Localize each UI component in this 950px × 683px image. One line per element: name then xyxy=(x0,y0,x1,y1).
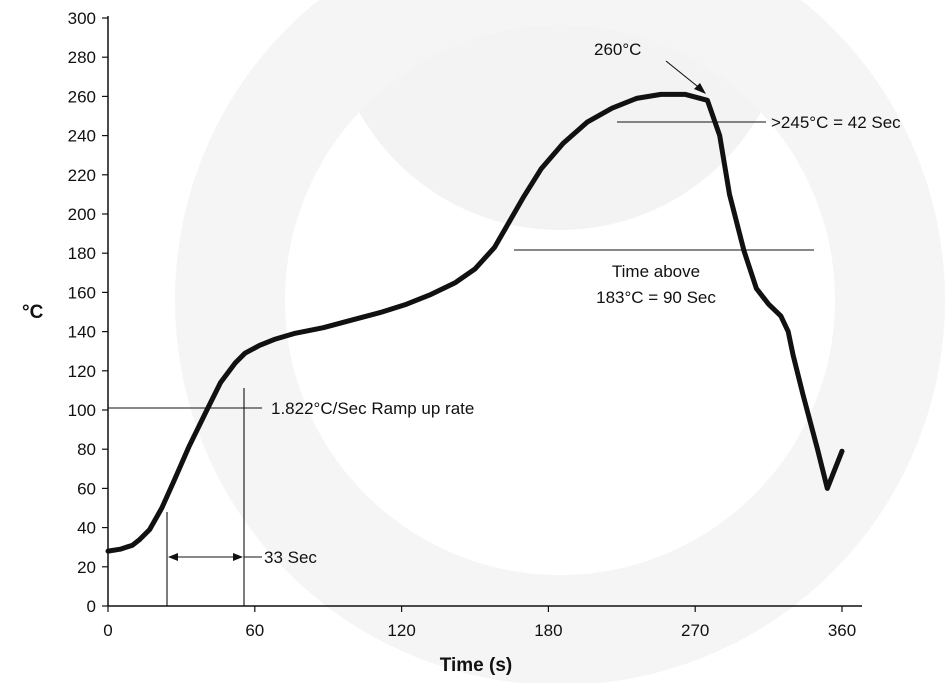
y-axis: 0 20 40 60 80 100 120 140 160 180 200 220 240 260 280 3… xyxy=(68,9,109,616)
y-tick-label: 160 xyxy=(68,283,96,302)
y-tick-label: 260 xyxy=(68,87,96,106)
x-tick-label: 120 xyxy=(387,621,415,640)
y-tick-label: 20 xyxy=(77,558,96,577)
x-tick-label: 60 xyxy=(245,621,264,640)
annotation-interval: 33 Sec xyxy=(264,548,317,567)
x-tick-label: 180 xyxy=(534,621,562,640)
interval-arrowhead-right xyxy=(233,553,243,561)
x-axis: 0 60 120 180 270 360 xyxy=(103,605,862,640)
x-tick-label: 0 xyxy=(103,621,112,640)
peak-pointer-arrowhead xyxy=(694,83,706,94)
annotation-ramp-rate: 1.822°C/Sec Ramp up rate xyxy=(271,399,474,418)
y-tick-label: 100 xyxy=(68,401,96,420)
x-tick-label: 360 xyxy=(828,621,856,640)
x-axis-title: Time (s) xyxy=(440,655,513,676)
y-axis-title: °C xyxy=(22,302,44,323)
y-tick-label: 240 xyxy=(68,127,96,146)
y-tick-label: 140 xyxy=(68,323,96,342)
peak-pointer-line xyxy=(665,60,703,91)
background-watermark xyxy=(175,0,945,683)
y-tick-label: 0 xyxy=(87,597,96,616)
y-tick-label: 200 xyxy=(68,205,96,224)
y-tick-label: 300 xyxy=(68,9,96,28)
annotation-guides xyxy=(108,60,814,606)
y-tick-label: 120 xyxy=(68,362,96,381)
y-tick-label: 80 xyxy=(77,440,96,459)
y-tick-label: 60 xyxy=(77,479,96,498)
annotation-above-245: >245°C = 42 Sec xyxy=(771,113,901,132)
y-tick-label: 180 xyxy=(68,244,96,263)
temperature-profile-line xyxy=(105,91,845,554)
annotation-time-above-line1: Time above xyxy=(612,262,700,281)
y-tick-label: 220 xyxy=(68,166,96,185)
y-tick-label: 280 xyxy=(68,48,96,67)
y-tick-label: 40 xyxy=(77,519,96,538)
annotation-time-above-line2: 183°C = 90 Sec xyxy=(596,288,716,307)
annotation-peak-temp: 260°C xyxy=(594,40,641,59)
interval-arrowhead-left xyxy=(168,553,178,561)
x-tick-label: 270 xyxy=(681,621,709,640)
